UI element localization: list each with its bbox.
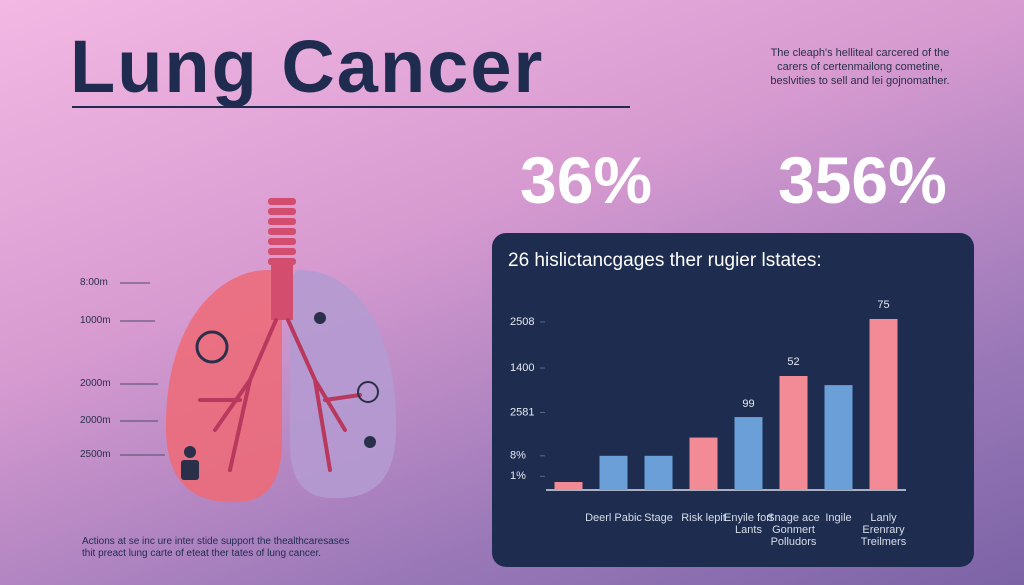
annotation: 99 — [742, 398, 754, 410]
y-tick-label: 1% — [510, 470, 526, 482]
scale-label: 2000m — [80, 415, 111, 426]
bar — [824, 385, 853, 490]
x-tick-label: Snage ace Gonmert Polludors — [767, 512, 820, 548]
caption-line: Actions at se inc ure inter stide suppor… — [82, 536, 350, 547]
x-tick-label: Lanly Erenrary Treilmers — [860, 512, 907, 548]
smoke-icon — [357, 381, 379, 403]
clock-icon — [195, 330, 229, 364]
blurb-line: carers of certenmailong cometine, — [777, 61, 943, 73]
bronchi — [198, 318, 362, 472]
bar — [869, 319, 898, 490]
caption: Actions at se inc ure inter stide suppor… — [82, 536, 349, 560]
title: Lung Cancer — [70, 25, 545, 108]
bar — [734, 417, 763, 490]
person-icon — [184, 446, 196, 458]
y-tick-label: 8% — [510, 450, 526, 462]
scale-label: 8:00m — [80, 277, 108, 288]
scale-label: 2000m — [80, 378, 111, 389]
scale-label: 2500m — [80, 449, 111, 460]
person-icon — [181, 460, 199, 480]
person-icon — [364, 436, 376, 448]
blurb: The cleaph's helliteal carcered of the c… — [740, 46, 980, 88]
x-tick-label: Deerl Pabic — [585, 512, 642, 524]
left-lung — [165, 270, 282, 503]
caption-line: thit preact lung carte of eteat ther tat… — [82, 548, 322, 559]
x-tick-label: Stage — [644, 512, 673, 524]
person-icon — [314, 312, 326, 324]
blurb-line: The cleaph's helliteal carcered of the — [770, 47, 950, 59]
scale-label: 1000m — [80, 315, 111, 326]
trachea — [268, 198, 296, 320]
bar — [644, 455, 673, 490]
value-label: 75 — [877, 299, 889, 311]
scale-lines — [120, 282, 165, 456]
stat: 356% — [778, 143, 947, 217]
y-tick-label: 2508 — [510, 316, 534, 328]
chart-title: 26 hislictancgages ther rugier lstates: — [508, 250, 822, 271]
x-tick-label: Risk lepit — [681, 512, 726, 524]
blurb-line: beslvities to sell and lei gojnomather. — [770, 75, 950, 87]
x-tick-label: Enyile fort Lants — [724, 512, 773, 536]
x-tick-label: Ingile — [825, 512, 852, 524]
stat: 36% — [520, 143, 653, 217]
bar — [689, 437, 718, 490]
y-tick-label: 2581 — [510, 406, 534, 418]
bar — [779, 376, 808, 490]
bar — [599, 455, 628, 490]
value-label: 52 — [787, 356, 799, 368]
y-tick-label: 1400 — [510, 362, 534, 374]
bar — [554, 482, 583, 490]
